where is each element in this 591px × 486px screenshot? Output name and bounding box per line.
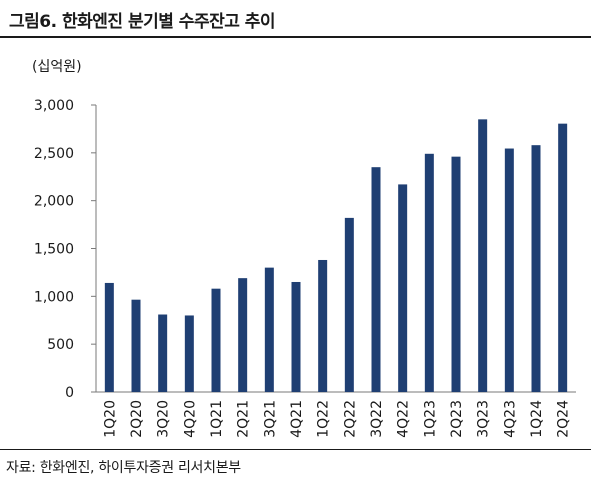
bar — [451, 156, 461, 392]
y-tick-label: 2,000 — [34, 194, 74, 210]
y-tick-label: 0 — [65, 385, 74, 401]
y-tick-label: 500 — [47, 337, 74, 353]
x-tick-label: 3Q20 — [156, 400, 172, 438]
bar — [291, 281, 301, 392]
bar — [318, 259, 328, 392]
x-tick-label: 3Q23 — [476, 400, 492, 438]
x-tick-label: 3Q22 — [369, 400, 385, 438]
x-tick-label: 1Q24 — [529, 400, 545, 438]
x-tick-label: 4Q23 — [502, 400, 518, 438]
y-axis-unit-label: (십억원) — [32, 59, 82, 75]
bar — [104, 282, 114, 392]
bar — [184, 315, 194, 392]
bar-chart: 0 500 1,000 1,500 2,000 2,500 3,000 1Q20 2Q20 3Q2… — [34, 98, 576, 438]
bar — [504, 148, 514, 392]
x-tick-label: 4Q21 — [289, 400, 305, 438]
bar — [238, 278, 248, 392]
x-tick-label: 3Q21 — [262, 400, 278, 438]
bar — [478, 119, 488, 392]
figure-title: 그림6. 한화엔진 분기별 수주잔고 추이 — [9, 12, 276, 32]
bar — [531, 145, 541, 392]
bar — [158, 314, 168, 392]
footer-rule — [0, 449, 591, 450]
y-tick-label: 1,500 — [34, 242, 74, 258]
bar — [371, 167, 381, 392]
x-tick-label: 2Q23 — [449, 400, 465, 438]
x-tick-label: 4Q22 — [396, 400, 412, 438]
x-tick-label: 1Q21 — [209, 400, 225, 438]
header-rule — [0, 36, 591, 38]
y-tick-label: 2,500 — [34, 146, 74, 162]
y-tick-label: 3,000 — [34, 98, 74, 114]
y-tick-label: 1,000 — [34, 289, 74, 305]
source-note: 자료: 한화엔진, 하이투자증권 리서치본부 — [6, 460, 241, 476]
x-tick-label: 1Q22 — [316, 400, 332, 438]
x-tick-label: 1Q20 — [102, 400, 118, 438]
bar — [211, 288, 221, 392]
figure-header: 그림6. 한화엔진 분기별 수주잔고 추이 — [0, 0, 591, 36]
x-tick-label: 2Q24 — [556, 400, 572, 438]
x-tick-label: 2Q21 — [236, 400, 252, 438]
bar — [131, 299, 141, 392]
bar — [424, 153, 434, 392]
bar — [558, 123, 568, 392]
bar — [264, 267, 274, 392]
x-tick-label: 1Q23 — [422, 400, 438, 438]
x-tick-label: 2Q20 — [129, 400, 145, 438]
bar — [398, 184, 408, 392]
x-tick-label: 4Q20 — [182, 400, 198, 438]
x-tick-label: 2Q22 — [342, 400, 358, 438]
bar — [344, 217, 354, 392]
